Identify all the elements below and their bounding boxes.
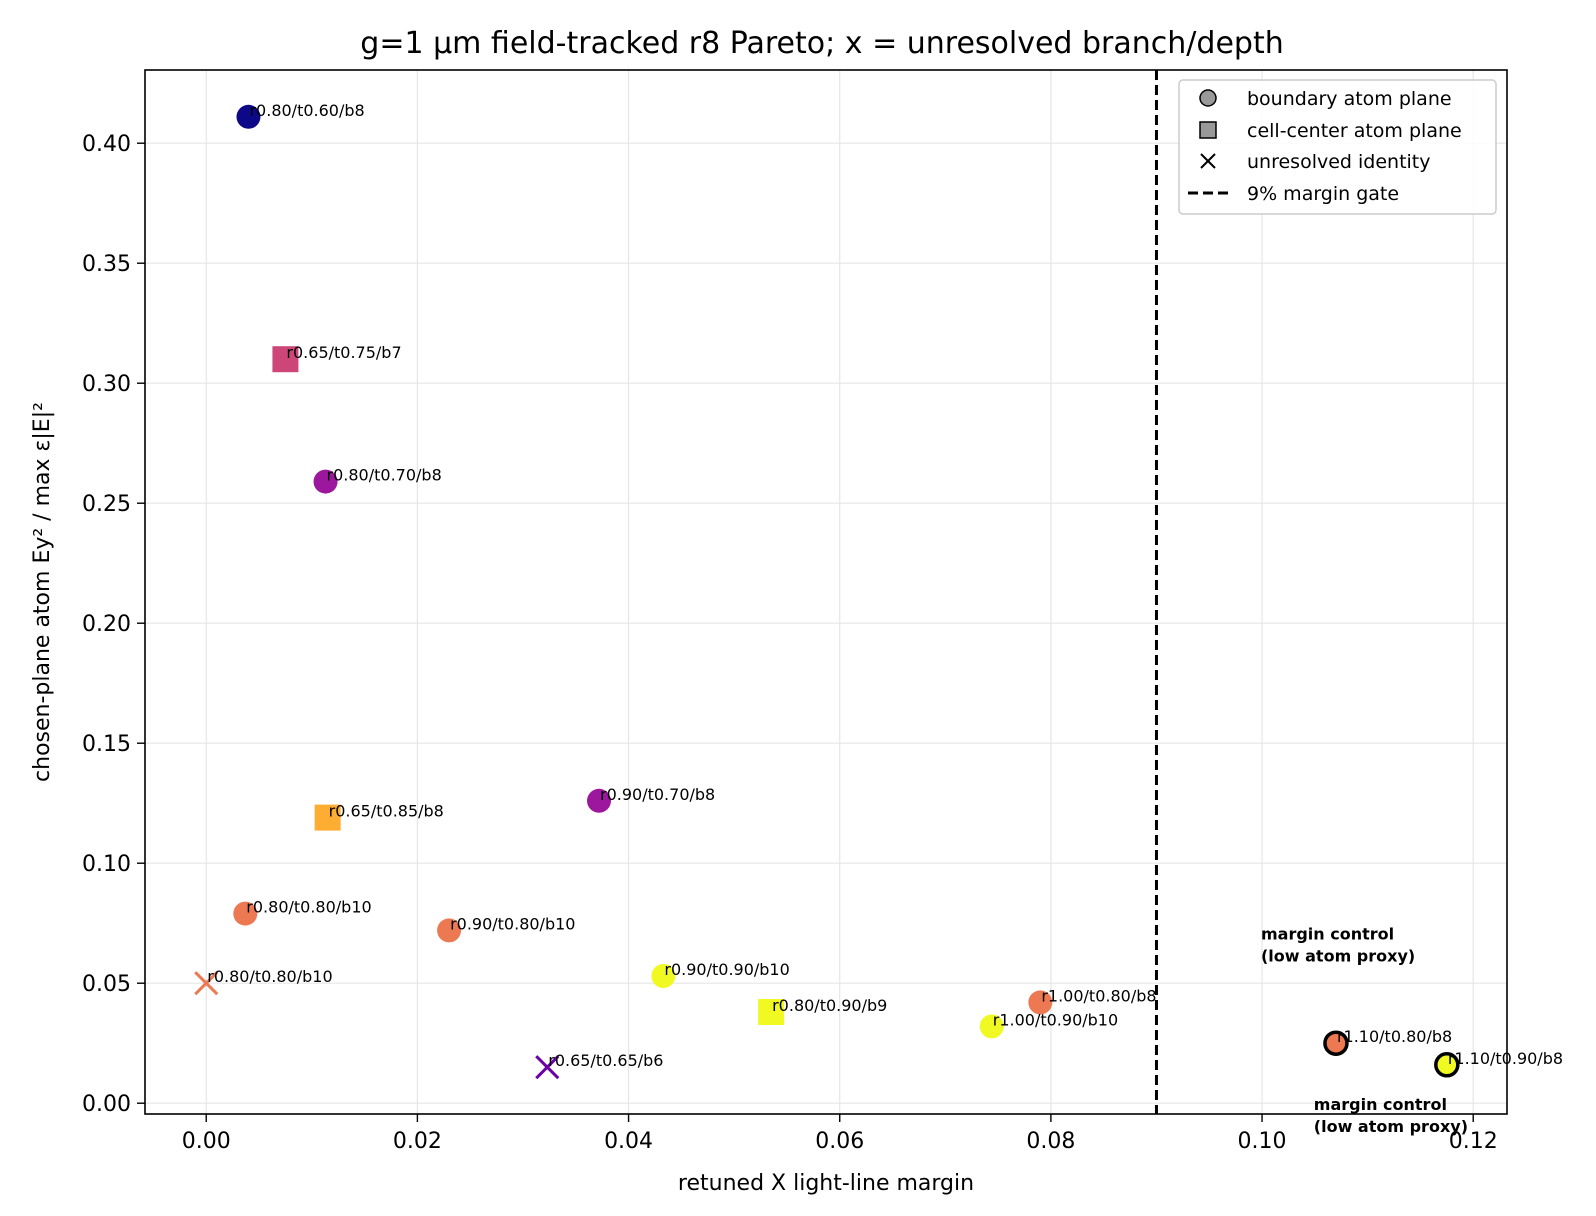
y-tick-label: 0.05 bbox=[82, 972, 131, 997]
grid bbox=[145, 70, 1507, 1114]
point-label: r0.80/t0.90/b9 bbox=[772, 996, 887, 1015]
x-axis-label: retuned X light-line margin bbox=[678, 1171, 974, 1196]
x-tick-label: 0.00 bbox=[182, 1129, 231, 1154]
data-point-square bbox=[314, 804, 341, 831]
legend-label-gate: 9% margin gate bbox=[1247, 183, 1399, 205]
data-point-circle bbox=[313, 469, 338, 494]
point-label: r0.65/t0.75/b7 bbox=[286, 343, 401, 362]
y-tick-label: 0.40 bbox=[82, 132, 131, 157]
data-point-circle bbox=[651, 964, 676, 988]
annotation-margin-control: margin control (low atom proxy) bbox=[1261, 925, 1415, 966]
legend-square-marker bbox=[1199, 121, 1217, 139]
legend: boundary atom plane cell-center atom pla… bbox=[1178, 79, 1497, 215]
data-point-circle bbox=[587, 788, 611, 813]
point-label: r1.10/t0.80/b8 bbox=[1337, 1027, 1452, 1046]
annotations: margin control (low atom proxy) margin con… bbox=[1261, 925, 1468, 1136]
x-tick-label: 0.02 bbox=[393, 1129, 442, 1154]
y-tick-label: 0.30 bbox=[82, 372, 131, 397]
point-label: r0.80/t0.80/b10 bbox=[246, 898, 371, 917]
legend-circle-marker bbox=[1199, 89, 1217, 107]
point-label: r0.65/t0.65/b6 bbox=[548, 1051, 663, 1070]
x-tick-label: 0.08 bbox=[1026, 1129, 1075, 1154]
legend-label-cell-center: cell-center atom plane bbox=[1247, 120, 1462, 142]
data-point-square bbox=[272, 346, 299, 373]
data-point-square bbox=[758, 999, 785, 1025]
y-tick-label: 0.15 bbox=[82, 732, 131, 757]
point-label: r1.10/t0.90/b8 bbox=[1448, 1049, 1563, 1068]
point-label: r0.80/t0.60/b8 bbox=[249, 101, 364, 120]
point-label: r1.00/t0.90/b10 bbox=[993, 1010, 1118, 1029]
data-point-circle bbox=[1323, 1030, 1349, 1056]
plot-area-frame bbox=[144, 69, 1508, 1115]
y-tick-label: 0.10 bbox=[82, 852, 131, 877]
y-tick-label: 0.25 bbox=[82, 492, 131, 517]
x-tick-label: 0.10 bbox=[1238, 1129, 1287, 1154]
point-label: r0.80/t0.80/b10 bbox=[207, 967, 332, 986]
point-labels: r0.80/t0.60/b8 r0.65/t0.75/b7 r0.80/t0.70/… bbox=[207, 101, 1563, 1070]
data-point-circle bbox=[979, 1014, 1004, 1039]
y-axis: 0.00 0.05 0.10 0.15 0.20 0.25 0.30 0.35 0.40 bbox=[82, 132, 145, 1117]
point-label: r0.65/t0.85/b8 bbox=[329, 802, 444, 821]
chart-title: g=1 µm field-tracked r8 Pareto; x = unre… bbox=[360, 26, 1283, 61]
data-point-circle bbox=[1028, 990, 1053, 1015]
annotation-margin-control: margin control (low atom proxy) bbox=[1314, 1095, 1468, 1136]
x-tick-label: 0.04 bbox=[604, 1129, 653, 1154]
data-point-circle bbox=[437, 918, 462, 943]
y-tick-label: 0.00 bbox=[82, 1092, 131, 1117]
x-tick-label: 0.12 bbox=[1449, 1129, 1498, 1154]
point-label: r1.00/t0.80/b8 bbox=[1041, 986, 1156, 1005]
data-point-circle bbox=[236, 104, 261, 129]
point-label: r0.90/t0.80/b10 bbox=[450, 914, 575, 933]
data-points bbox=[194, 104, 1460, 1080]
data-point-x bbox=[194, 971, 219, 996]
point-label: r0.80/t0.70/b8 bbox=[327, 466, 442, 485]
legend-box bbox=[1178, 79, 1497, 215]
data-point-circle bbox=[1434, 1052, 1460, 1078]
x-axis: 0.00 0.02 0.04 0.06 0.08 0.10 0.12 bbox=[182, 1114, 1498, 1154]
data-point-circle bbox=[233, 901, 258, 926]
y-tick-label: 0.20 bbox=[82, 612, 131, 637]
legend-label-unresolved: unresolved identity bbox=[1247, 151, 1431, 173]
y-tick-label: 0.35 bbox=[82, 252, 131, 277]
point-label: r0.90/t0.90/b10 bbox=[664, 960, 789, 979]
point-label: r0.90/t0.70/b8 bbox=[600, 785, 715, 804]
data-point-x bbox=[535, 1055, 560, 1080]
y-axis-label: chosen-plane atom Ey² / max ε|E|² bbox=[30, 402, 55, 782]
x-tick-label: 0.06 bbox=[815, 1129, 864, 1154]
legend-label-boundary: boundary atom plane bbox=[1247, 88, 1452, 110]
legend-x-marker bbox=[1200, 153, 1216, 169]
